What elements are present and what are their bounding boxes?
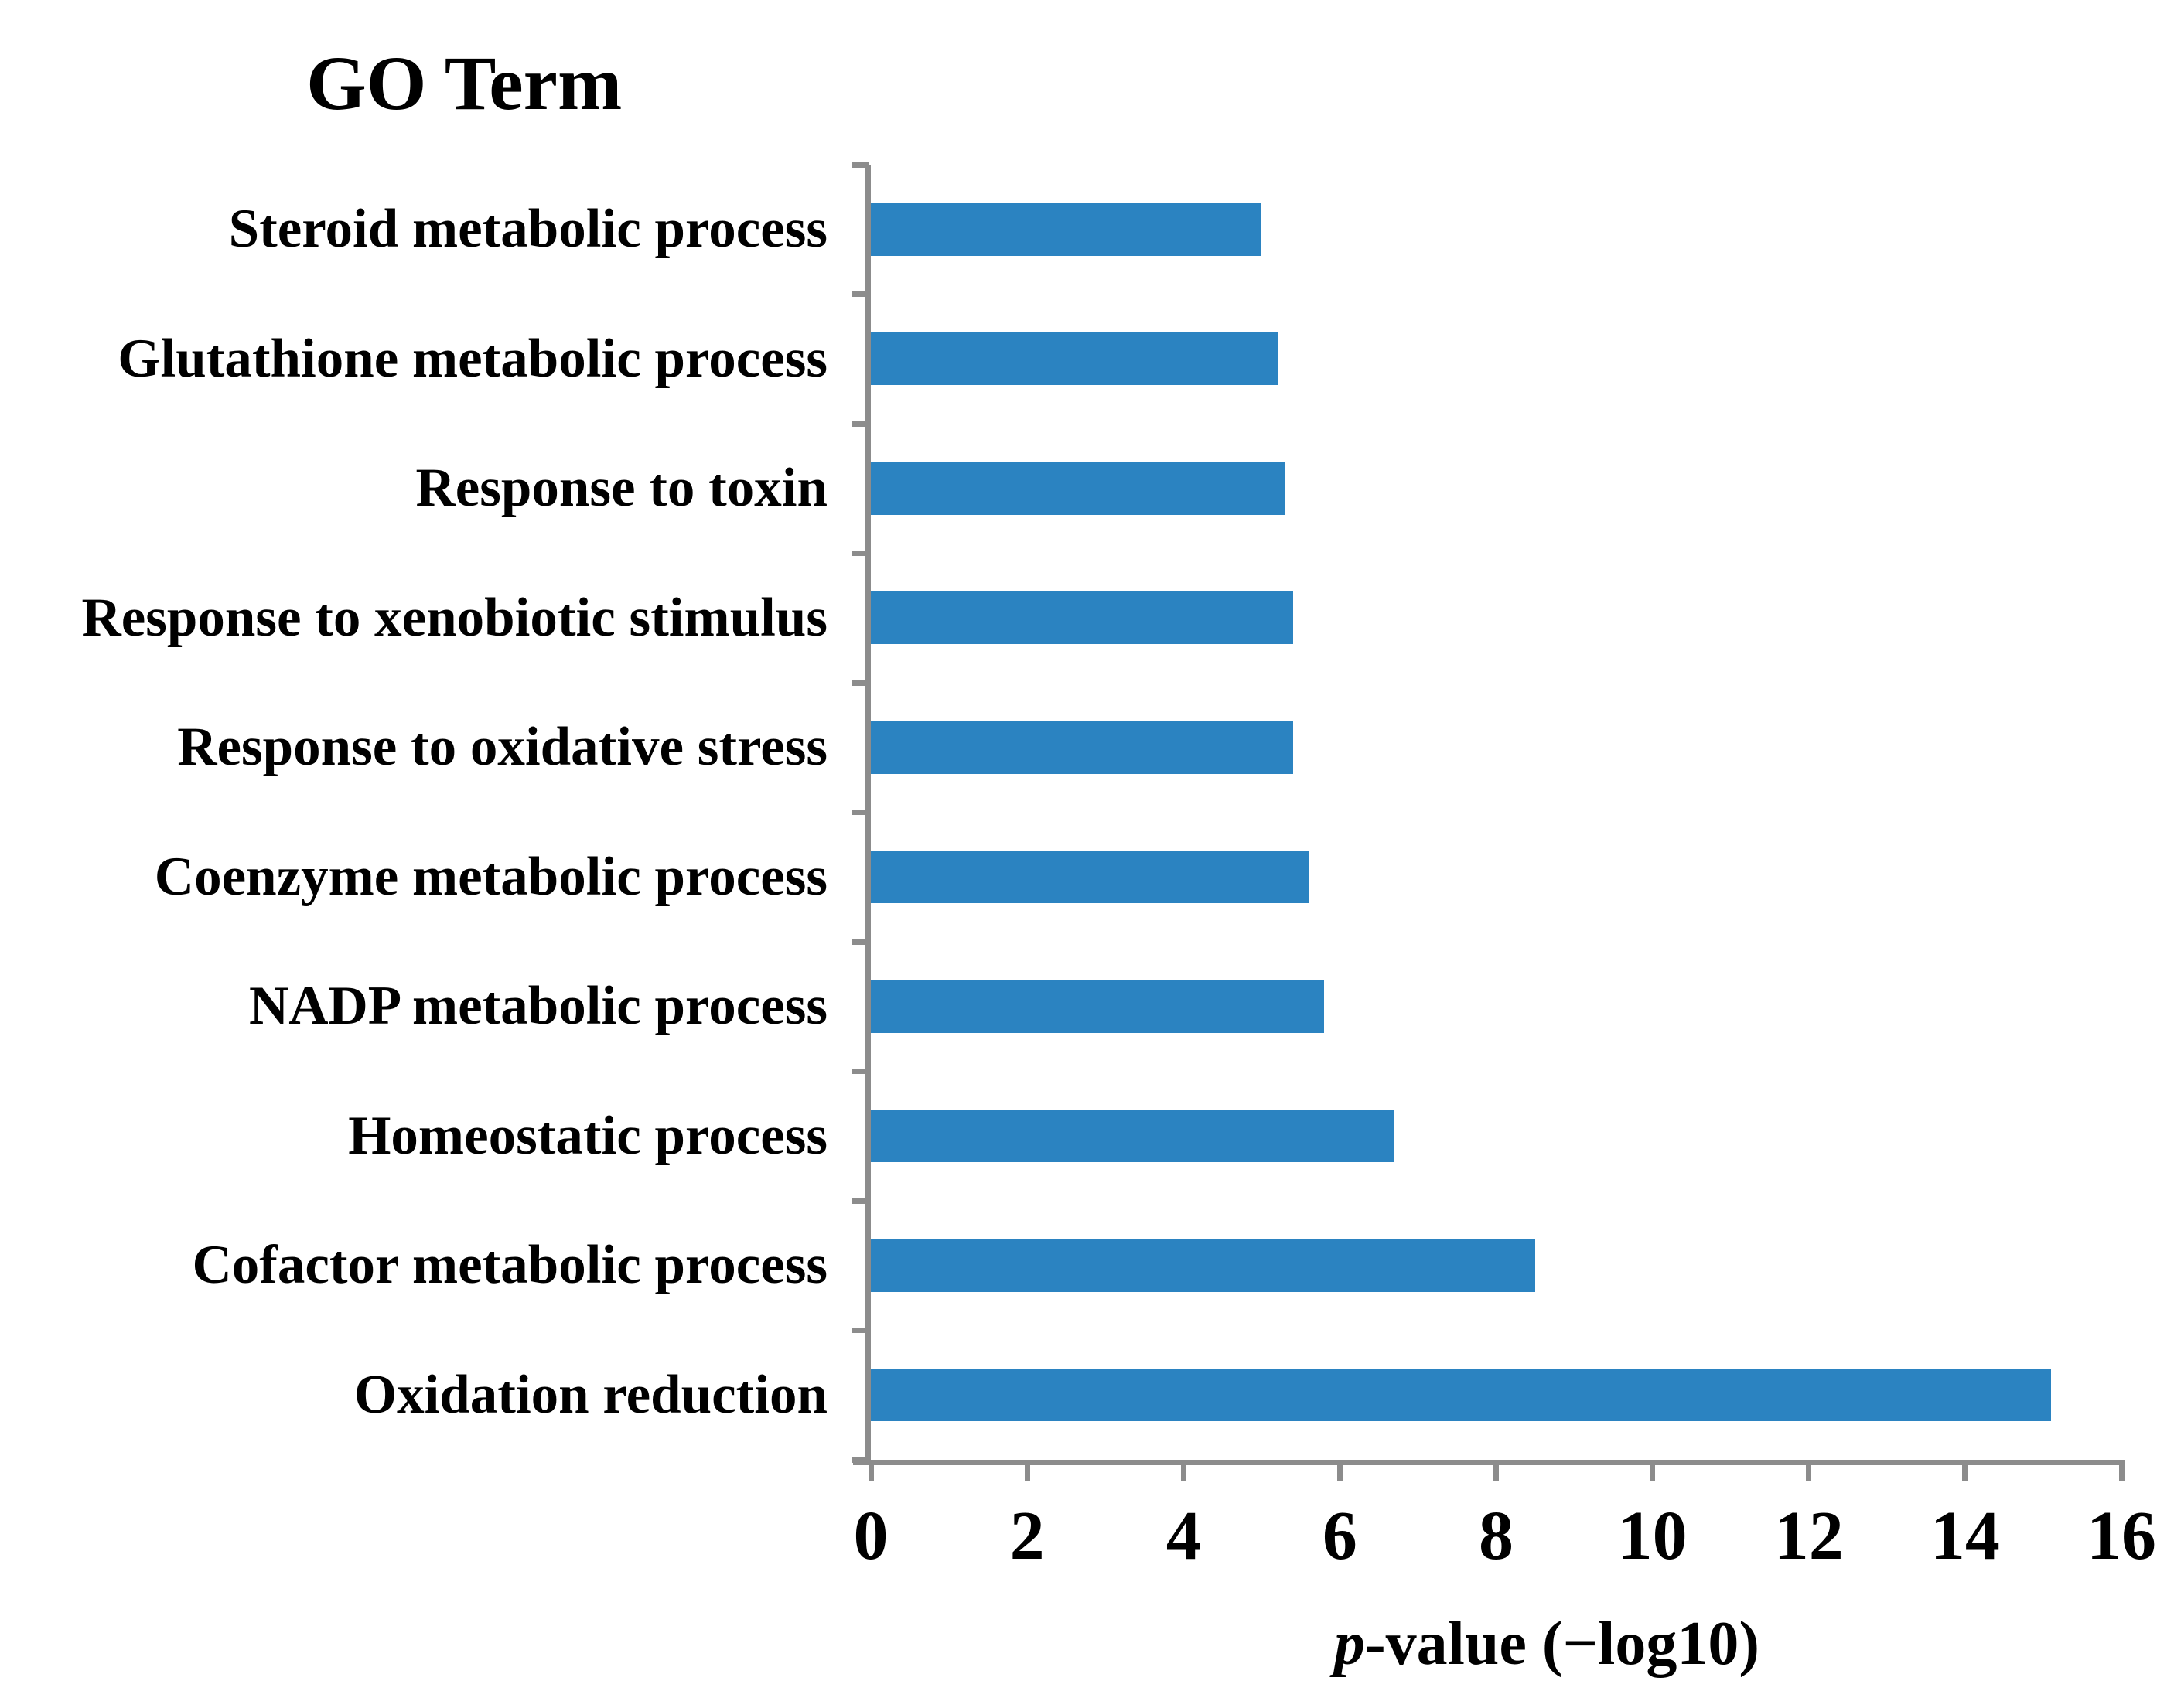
category-label: Response to toxin [415, 458, 828, 518]
x-tick-label: 12 [1773, 1498, 1844, 1574]
x-tick-label: 8 [1479, 1498, 1514, 1574]
category-label: Oxidation reduction [353, 1364, 828, 1425]
x-tick [1650, 1465, 1656, 1481]
category-label: Response to oxidative stress [177, 717, 828, 777]
y-axis-line [865, 165, 871, 1465]
x-tick [2118, 1465, 2125, 1481]
bar-nadp-metabolic-process [871, 980, 1325, 1033]
x-tick-label: 4 [1165, 1498, 1201, 1574]
x-tick [1024, 1465, 1030, 1481]
x-tick-label: 0 [853, 1498, 889, 1574]
y-tick [852, 551, 869, 556]
y-tick [852, 421, 869, 427]
category-label: Coenzyme metabolic process [154, 846, 828, 907]
y-tick [852, 1457, 869, 1463]
x-tick-label: 2 [1009, 1498, 1045, 1574]
category-label: Steroid metabolic process [228, 199, 828, 259]
bar-homeostatic-process [871, 1110, 1395, 1163]
x-axis-line [853, 1460, 2125, 1465]
y-tick [852, 939, 869, 945]
x-tick-label: 6 [1322, 1498, 1357, 1574]
y-tick [852, 162, 869, 168]
bar-response-to-oxidative-stress [871, 721, 1293, 774]
x-tick [1806, 1465, 1812, 1481]
x-tick-label: 16 [2087, 1498, 2156, 1574]
y-tick [852, 291, 869, 297]
category-label: Glutathione metabolic process [118, 328, 828, 389]
x-tick [1336, 1465, 1343, 1481]
x-axis-label-italic-p: p [1334, 1610, 1366, 1678]
x-tick [1493, 1465, 1499, 1481]
y-tick [852, 1328, 869, 1333]
bar-oxidation-reduction [871, 1369, 2052, 1422]
category-label: Response to xenobiotic stimulus [81, 587, 828, 648]
x-tick-label: 10 [1617, 1498, 1688, 1574]
y-tick [852, 1198, 869, 1204]
category-label: Homeostatic process [348, 1105, 828, 1166]
bar-response-to-toxin [871, 462, 1285, 515]
x-axis-label-rest: -value (−log10) [1365, 1610, 1759, 1678]
x-axis-label: p-value (−log10) [1083, 1610, 2011, 1678]
category-label: Cofactor metabolic process [192, 1235, 828, 1295]
bar-steroid-metabolic-process [871, 203, 1262, 256]
x-tick [868, 1465, 874, 1481]
x-tick [1180, 1465, 1186, 1481]
y-tick [852, 680, 869, 686]
bar-coenzyme-metabolic-process [871, 851, 1309, 904]
bar-cofactor-metabolic-process [871, 1239, 1536, 1292]
y-tick [852, 810, 869, 815]
chart-title: GO Term [306, 40, 623, 126]
x-tick-label: 14 [1930, 1498, 2000, 1574]
category-label: NADP metabolic process [248, 976, 828, 1036]
y-tick [852, 1069, 869, 1074]
bar-response-to-xenobiotic-stimulus [871, 591, 1293, 645]
x-tick [1962, 1465, 1968, 1481]
bar-glutathione-metabolic-process [871, 332, 1278, 386]
